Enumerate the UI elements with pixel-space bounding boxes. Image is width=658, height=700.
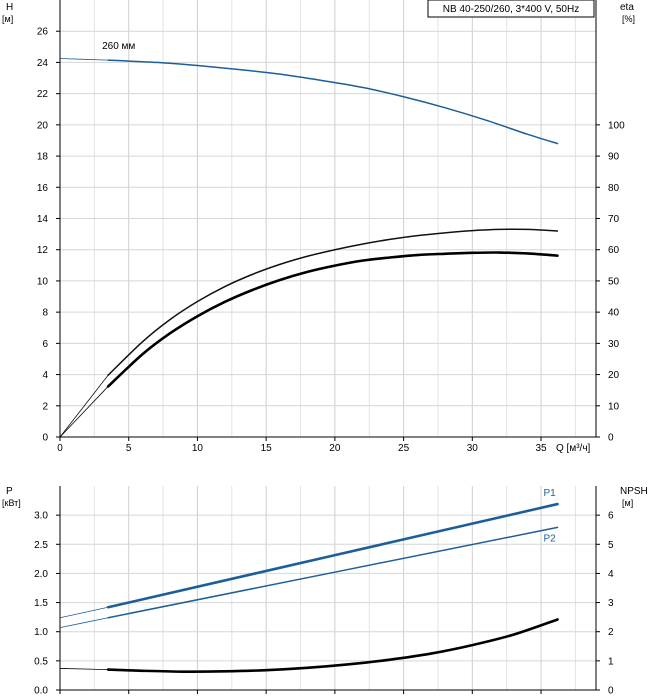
left-axis-tick-label: 22 (37, 89, 49, 100)
series-0-0-extrapolated-line (59, 58, 109, 61)
right-axis-title: NPSH (620, 486, 648, 497)
x-axis-tick-label: 20 (329, 443, 341, 454)
x-axis-tick-label: 5 (126, 443, 132, 454)
right-axis-tick-label: 100 (608, 120, 625, 131)
text-layer: 0246810121416182022242601020304050607080… (2, 2, 648, 697)
left-axis-tick-label: 1.5 (34, 598, 48, 609)
left-axis-tick-label: 12 (37, 245, 49, 256)
p1-label: P1 (544, 488, 557, 499)
right-axis-unit: [м] (622, 498, 633, 508)
chart-title: NB 40-250/260, 3*400 V, 50Hz (443, 4, 579, 15)
left-axis-tick-label: 26 (37, 27, 49, 38)
right-axis-tick-label: 90 (608, 152, 620, 163)
series-1-2-extrapolated-line (59, 668, 109, 670)
series-0-2-line (106, 251, 559, 388)
grid-layer (59, 0, 596, 691)
x-axis-tick-label: 10 (192, 443, 204, 454)
right-axis-tick-label: 2 (608, 627, 614, 638)
left-axis-unit: [м] (2, 14, 13, 24)
left-axis-tick-label: 0.5 (34, 656, 48, 667)
series-0-0-line (107, 59, 559, 145)
right-axis-tick-label: 50 (608, 276, 620, 287)
x-axis-tick-label: 25 (398, 443, 410, 454)
left-axis-tick-label: 10 (37, 276, 49, 287)
right-axis-tick-label: 0 (608, 433, 614, 444)
right-axis-tick-label: 20 (608, 370, 620, 381)
series-1-2-line (106, 618, 559, 673)
right-axis-tick-label: 70 (608, 214, 620, 225)
x-axis-tick-label: 15 (261, 443, 273, 454)
series-0-1-extrapolated-line (59, 374, 109, 438)
right-axis-tick-label: 6 (608, 511, 614, 522)
right-axis-tick-label: 3 (608, 598, 614, 609)
p2-line (107, 526, 559, 619)
right-axis-title: eta (620, 2, 634, 13)
right-axis-tick-label: 80 (608, 183, 620, 194)
axes-layer (56, 0, 600, 694)
left-axis-tick-label: 3.0 (34, 511, 48, 522)
left-axis-tick-label: 2.0 (34, 569, 48, 580)
left-axis-tick-label: 0.0 (34, 686, 48, 697)
x-axis-title: Q [м³/ч] (556, 443, 591, 454)
x-axis-tick-label: 0 (57, 443, 63, 454)
left-axis-tick-label: 20 (37, 120, 49, 131)
p2-label: P2 (544, 533, 557, 544)
left-axis-tick-label: 2 (42, 401, 48, 412)
right-axis-tick-label: 4 (608, 569, 614, 580)
series-0-1-line (107, 228, 559, 376)
right-axis-tick-label: 1 (608, 656, 614, 667)
right-axis-tick-label: 5 (608, 540, 614, 551)
left-axis-tick-label: 4 (42, 370, 48, 381)
left-axis-tick-label: 2.5 (34, 540, 48, 551)
curve-annotation: 260 мм (102, 41, 135, 52)
left-axis-tick-label: 1.0 (34, 627, 48, 638)
right-axis-tick-label: 40 (608, 308, 620, 319)
left-axis-tick-label: 16 (37, 183, 49, 194)
right-axis-tick-label: 60 (608, 245, 620, 256)
x-axis-tick-label: 35 (535, 443, 547, 454)
left-axis-tick-label: 6 (42, 339, 48, 350)
series-layer (59, 58, 559, 673)
left-axis-tick-label: 18 (37, 152, 49, 163)
x-axis-tick-label: 30 (467, 443, 479, 454)
p1-line (106, 502, 559, 609)
left-axis-tick-label: 24 (37, 58, 49, 69)
left-axis-title: H (6, 2, 13, 13)
right-axis-tick-label: 0 (608, 686, 614, 697)
series-0-2-extrapolated-line (59, 386, 109, 438)
left-axis-unit: [кВт] (2, 498, 21, 508)
right-axis-tick-label: 30 (608, 339, 620, 350)
right-axis-unit: [%] (622, 14, 635, 24)
right-axis-tick-label: 10 (608, 401, 620, 412)
left-axis-tick-label: 0 (42, 433, 48, 444)
title-box (427, 0, 595, 18)
left-axis-tick-label: 8 (42, 308, 48, 319)
p1-extrapolated-line (59, 606, 109, 619)
left-axis-tick-label: 14 (37, 214, 49, 225)
left-axis-title: P (6, 486, 13, 497)
p2-extrapolated-line (59, 617, 109, 629)
